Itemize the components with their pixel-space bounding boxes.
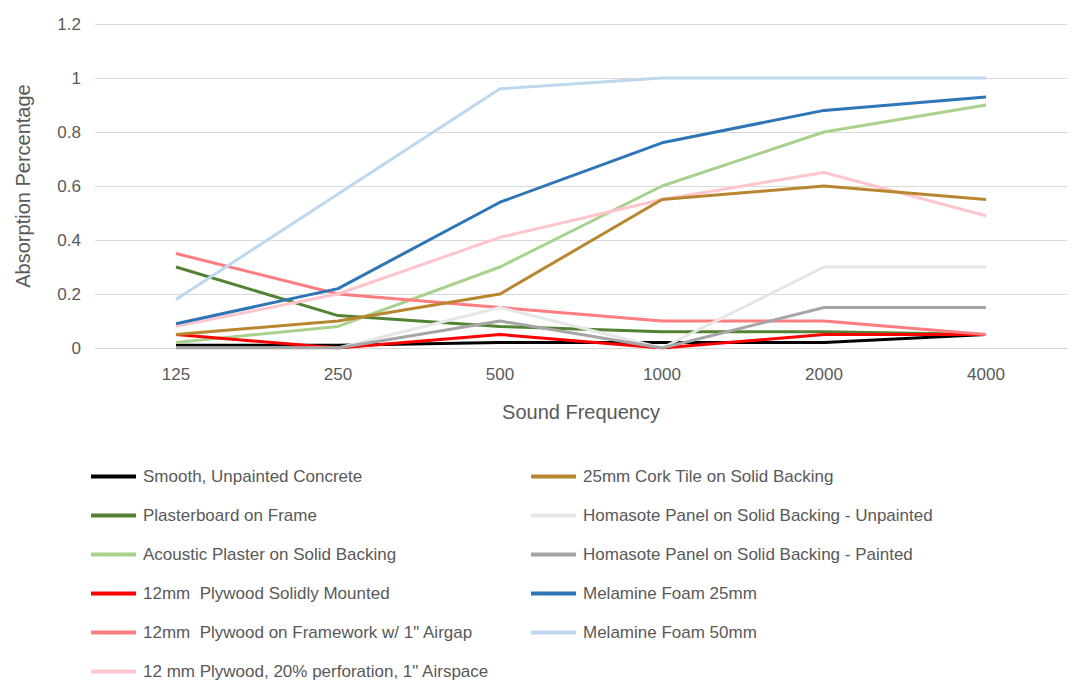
svg-text:250: 250 [324, 365, 352, 384]
svg-text:0.8: 0.8 [57, 123, 81, 142]
svg-text:0.6: 0.6 [57, 177, 81, 196]
svg-text:Homasote Panel on Solid Backin: Homasote Panel on Solid Backing - Unpain… [583, 506, 933, 525]
svg-text:12mm Plywood on Framework w/: 12mm Plywood on Framework w/ 1" Airgap [143, 623, 472, 642]
svg-text:4000: 4000 [967, 365, 1005, 384]
svg-text:1.2: 1.2 [57, 15, 81, 34]
svg-text:0.2: 0.2 [57, 285, 81, 304]
svg-text:Melamine Foam 50mm: Melamine Foam 50mm [583, 623, 757, 642]
svg-text:12mm Plywood Solidly Mounted: 12mm Plywood Solidly Mounted [143, 584, 390, 603]
svg-text:1000: 1000 [643, 365, 681, 384]
svg-text:Acoustic Plaster on Solid Back: Acoustic Plaster on Solid Backing [143, 545, 396, 564]
svg-text:Smooth, Unpainted Concrete: Smooth, Unpainted Concrete [143, 467, 362, 486]
svg-text:500: 500 [486, 365, 514, 384]
svg-text:0: 0 [72, 339, 81, 358]
svg-text:0.4: 0.4 [57, 231, 81, 250]
svg-text:25mm Cork Tile on Solid Backin: 25mm Cork Tile on Solid Backing [583, 467, 833, 486]
svg-text:Sound Frequency: Sound Frequency [502, 401, 660, 423]
svg-text:Absorption Percentage: Absorption Percentage [12, 84, 34, 287]
svg-text:1: 1 [72, 69, 81, 88]
svg-text:Homasote Panel on Solid Backin: Homasote Panel on Solid Backing - Painte… [583, 545, 913, 564]
svg-text:12 mm Plywood, 20% perforation: 12 mm Plywood, 20% perforation, 1" Airsp… [143, 662, 488, 681]
svg-text:Plasterboard on Frame: Plasterboard on Frame [143, 506, 317, 525]
svg-text:125: 125 [162, 365, 190, 384]
svg-text:Melamine Foam 25mm: Melamine Foam 25mm [583, 584, 757, 603]
svg-text:2000: 2000 [805, 365, 843, 384]
